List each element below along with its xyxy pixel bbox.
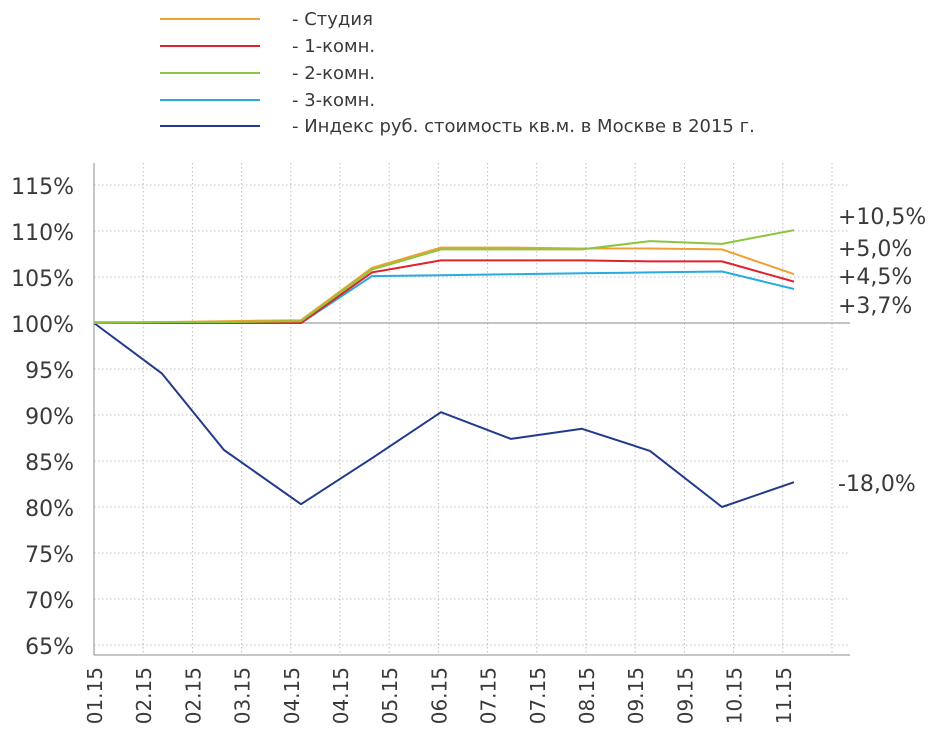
legend-swatch-studio bbox=[160, 18, 260, 20]
y-tick-label: 85% bbox=[25, 451, 74, 476]
end-label-4: -18,0% bbox=[838, 472, 916, 497]
x-tick-label: 03.15 bbox=[231, 667, 255, 724]
end-label-3: +3,7% bbox=[838, 294, 912, 319]
x-tick-label: 09.15 bbox=[673, 667, 697, 724]
y-tick-label: 110% bbox=[11, 221, 74, 246]
legend-label-2room: - 2-комн. bbox=[292, 62, 376, 84]
x-tick-label: 05.15 bbox=[378, 667, 402, 724]
y-tick-label: 90% bbox=[25, 405, 74, 430]
legend-swatch-1room bbox=[160, 45, 260, 47]
series-line-4 bbox=[93, 322, 795, 508]
y-tick-label: 115% bbox=[11, 175, 74, 200]
x-tick-label: 04.15 bbox=[329, 667, 353, 724]
x-tick-label: 06.15 bbox=[427, 667, 451, 724]
x-tick-label: 10.15 bbox=[723, 667, 747, 724]
legend-swatch-3room bbox=[160, 99, 260, 101]
y-tick-label: 95% bbox=[25, 359, 74, 384]
end-label-1: +4,5% bbox=[838, 265, 912, 290]
end-label-2: +10,5% bbox=[838, 205, 926, 230]
y-tick-label: 65% bbox=[25, 635, 74, 660]
y-tick-label: 100% bbox=[11, 313, 74, 338]
x-tick-label: 02.15 bbox=[181, 667, 205, 724]
x-tick-label: 04.15 bbox=[280, 667, 304, 724]
end-label-0: +5,0% bbox=[838, 237, 912, 262]
legend-item-index: - Индекс руб. стоимость кв.м. в Москве в… bbox=[160, 113, 755, 139]
x-tick-label: 08.15 bbox=[575, 667, 599, 724]
series-line-3 bbox=[94, 270, 795, 324]
legend-swatch-2room bbox=[160, 72, 260, 74]
series-line-1 bbox=[94, 259, 795, 324]
legend-item-studio: - Студия bbox=[160, 6, 373, 32]
series-line-0 bbox=[94, 246, 795, 324]
y-tick-label: 105% bbox=[11, 267, 74, 292]
x-tick-label: 07.15 bbox=[477, 667, 501, 724]
legend-label-studio: - Студия bbox=[292, 8, 373, 30]
legend-label-1room: - 1-комн. bbox=[292, 35, 376, 57]
y-tick-label: 75% bbox=[25, 543, 74, 568]
y-tick-label: 70% bbox=[25, 589, 74, 614]
x-tick-label: 09.15 bbox=[624, 667, 648, 724]
legend-item-1room: - 1-комн. bbox=[160, 33, 375, 59]
x-tick-label: 11.15 bbox=[772, 667, 796, 724]
legend-swatch-index bbox=[160, 125, 260, 127]
legend-item-3room: - 3-комн. bbox=[160, 87, 375, 113]
x-tick-label: 02.15 bbox=[132, 667, 156, 724]
x-tick-label: 07.15 bbox=[526, 667, 550, 724]
legend-label-index: - Индекс руб. стоимость кв.м. в Москве в… bbox=[292, 115, 755, 137]
legend-item-2room: - 2-комн. bbox=[160, 60, 375, 86]
y-tick-label: 80% bbox=[25, 497, 74, 522]
legend-label-3room: - 3-комн. bbox=[292, 89, 376, 111]
x-tick-label: 01.15 bbox=[83, 667, 107, 724]
series-line-2 bbox=[93, 229, 795, 324]
